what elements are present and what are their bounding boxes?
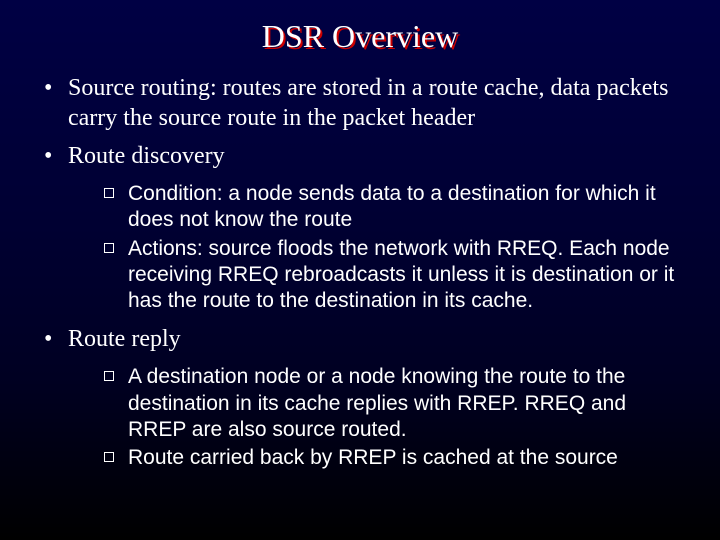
sub-bullet-item: Condition: a node sends data to a destin…: [104, 181, 680, 234]
bullet-item: Route reply A destination node or a node…: [40, 324, 680, 471]
bullet-text: Route reply: [68, 326, 181, 352]
sub-bullet-item: Route carried back by RREP is cached at …: [104, 445, 680, 471]
sub-bullet-list: Condition: a node sends data to a destin…: [68, 181, 680, 314]
sub-bullet-list: A destination node or a node knowing the…: [68, 364, 680, 471]
bullet-item: Source routing: routes are stored in a r…: [40, 73, 680, 133]
sub-bullet-item: A destination node or a node knowing the…: [104, 364, 680, 443]
bullet-item: Route discovery Condition: a node sends …: [40, 141, 680, 314]
bullet-list: Source routing: routes are stored in a r…: [40, 73, 680, 471]
slide-title: DSR Overview: [40, 18, 680, 55]
bullet-text: Source routing: routes are stored in a r…: [68, 75, 668, 131]
sub-bullet-item: Actions: source floods the network with …: [104, 236, 680, 315]
slide: DSR Overview Source routing: routes are …: [0, 0, 720, 540]
bullet-text: Route discovery: [68, 143, 225, 169]
